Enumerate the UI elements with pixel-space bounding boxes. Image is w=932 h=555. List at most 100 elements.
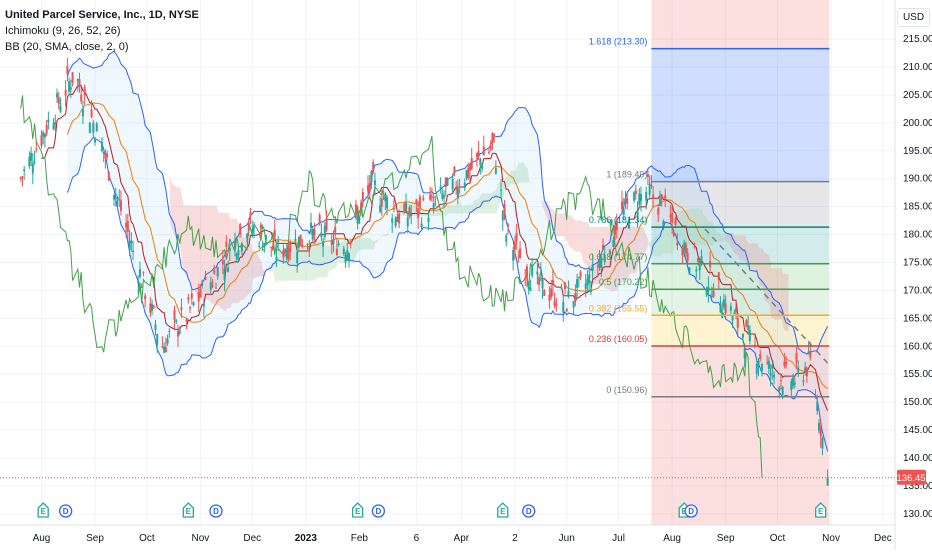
candle-body xyxy=(383,198,385,199)
event-marker-label: D xyxy=(213,507,219,516)
candle-body xyxy=(201,282,203,285)
candle-body xyxy=(34,161,36,162)
candle-body xyxy=(490,146,492,149)
candle-body xyxy=(46,125,48,134)
candle-body xyxy=(443,195,445,197)
candle-body xyxy=(434,197,436,198)
candle-body xyxy=(794,382,796,384)
candle-body xyxy=(408,207,410,216)
candle-body xyxy=(597,266,599,267)
candle-body xyxy=(433,203,435,210)
candle-body xyxy=(35,148,37,149)
candle-body xyxy=(250,212,252,216)
currency-button[interactable]: USD xyxy=(897,8,930,27)
candle-body xyxy=(459,187,461,188)
time-tick-label: Oct xyxy=(770,533,786,544)
candle-body xyxy=(30,153,32,161)
candle-body xyxy=(78,79,80,87)
candle-body xyxy=(331,240,333,245)
candle-body xyxy=(84,87,86,95)
candle-body xyxy=(212,285,214,286)
candle-body xyxy=(187,297,189,299)
price-tick-label: 175.00 xyxy=(903,258,932,269)
candle-body xyxy=(229,248,231,251)
candle-body xyxy=(396,217,398,222)
candle-body xyxy=(447,179,449,186)
candle-body xyxy=(286,250,288,259)
candle-body xyxy=(427,218,429,223)
candle-body xyxy=(118,199,120,200)
candle-body xyxy=(319,215,321,224)
candle-body xyxy=(431,197,433,198)
candle-body xyxy=(274,230,276,237)
cloud-segment xyxy=(559,213,564,236)
time-tick-label: Aug xyxy=(33,533,51,544)
candle-body xyxy=(657,208,659,215)
event-marker-label: E xyxy=(818,507,824,516)
candle-body xyxy=(481,165,483,168)
candle-body xyxy=(552,280,554,285)
candle-body xyxy=(367,185,369,191)
candle-body xyxy=(718,272,720,280)
candle-body xyxy=(403,204,405,212)
candle-body xyxy=(566,309,568,311)
fib-level-label: 0 (150.96) xyxy=(606,385,647,395)
candle-body xyxy=(20,178,22,179)
ichimoku-legend[interactable]: Ichimoku (9, 26, 52, 26) xyxy=(5,23,199,39)
time-tick-label: 2023 xyxy=(295,533,318,544)
bollinger-legend[interactable]: BB (20, SMA, close, 2, 0) xyxy=(5,39,199,55)
candle-body xyxy=(381,199,383,207)
time-tick-label: Sep xyxy=(717,533,735,544)
candle-body xyxy=(756,364,758,374)
candle-body xyxy=(441,193,443,198)
candle-body xyxy=(103,152,105,154)
event-marker-label: E xyxy=(186,507,192,516)
candle-body xyxy=(524,277,526,279)
candle-body xyxy=(452,179,454,190)
candle-body xyxy=(44,134,46,137)
time-tick-label: Dec xyxy=(874,533,892,544)
candle-body xyxy=(163,347,165,353)
candle-body xyxy=(296,252,298,263)
candle-body xyxy=(671,213,673,223)
candle-body xyxy=(262,249,264,250)
price-tick-label: 205.00 xyxy=(903,90,932,101)
candle-body xyxy=(104,153,106,158)
candle-body xyxy=(205,277,207,280)
candle-body xyxy=(695,270,697,272)
candle-body xyxy=(683,243,685,251)
candle-body xyxy=(96,123,98,131)
candle-body xyxy=(688,267,690,274)
cloud-segment xyxy=(191,205,193,287)
last-price-label: 136.45 xyxy=(896,473,925,484)
candle-body xyxy=(675,218,677,225)
candle-body xyxy=(47,120,49,122)
candle-body xyxy=(588,274,590,283)
candle-body xyxy=(241,243,243,251)
candle-body xyxy=(210,282,212,290)
cloud-segment xyxy=(576,220,578,252)
candle-body xyxy=(239,224,241,234)
candle-body xyxy=(785,361,787,364)
candle-body xyxy=(322,241,324,247)
candle-body xyxy=(612,240,614,247)
price-tick-label: 210.00 xyxy=(903,62,932,73)
candle-body xyxy=(749,330,751,341)
candle-body xyxy=(820,427,822,436)
event-marker-label: D xyxy=(63,507,69,516)
candle-body xyxy=(469,166,471,171)
candle-body xyxy=(768,361,770,369)
candle-body xyxy=(816,402,818,411)
candle-body xyxy=(640,194,642,201)
candle-body xyxy=(821,438,823,449)
candle-body xyxy=(479,159,481,165)
candle-body xyxy=(576,279,578,288)
candle-body xyxy=(806,368,808,376)
candle-body xyxy=(580,272,582,278)
candle-body xyxy=(21,177,23,178)
fib-level-label: 0.382 (165.55) xyxy=(589,303,648,313)
candle-body xyxy=(270,247,272,248)
fib-level-label: 0.236 (160.05) xyxy=(589,334,648,344)
